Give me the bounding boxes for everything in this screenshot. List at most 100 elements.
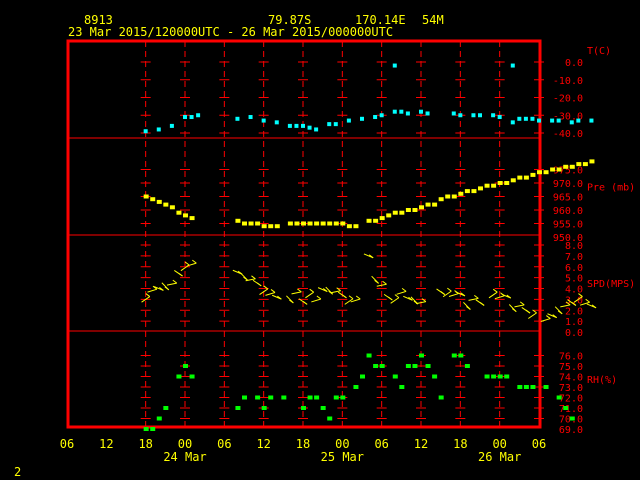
- panel-label: RH(%): [587, 375, 617, 386]
- wind-arrow: [291, 291, 302, 295]
- temperature-point: [399, 109, 404, 114]
- humidity-point: [379, 364, 385, 368]
- temperature-point: [156, 127, 161, 132]
- y-tick-label: 74.0: [559, 373, 583, 384]
- temperature-point: [169, 123, 174, 128]
- pressure-point: [471, 189, 477, 194]
- wind-arrow-head: [316, 295, 322, 300]
- wind-arrow: [305, 291, 314, 299]
- wind-arrow-head: [302, 300, 308, 305]
- temperature-point: [491, 113, 496, 118]
- humidity-point: [451, 353, 457, 358]
- pressure-point: [373, 218, 379, 223]
- humidity-point: [530, 385, 536, 389]
- pressure-point: [438, 197, 444, 202]
- wind-arrow-head: [164, 286, 170, 291]
- humidity-point: [261, 406, 267, 410]
- temperature-point: [327, 122, 332, 127]
- humidity-point: [353, 385, 359, 389]
- wind-arrow: [573, 296, 583, 303]
- y-tick-label: -40.0: [553, 129, 583, 140]
- y-tick-label: 950.0: [553, 233, 583, 244]
- x-tick-label: 18: [296, 437, 310, 451]
- humidity-point: [268, 395, 274, 400]
- humidity-point: [333, 395, 339, 400]
- wind-arrow-head: [474, 294, 479, 299]
- pressure-point: [379, 216, 385, 221]
- humidity-point: [307, 395, 313, 400]
- wind-arrow: [350, 298, 361, 303]
- temperature-point: [510, 63, 515, 68]
- wind-arrow-head: [519, 301, 525, 306]
- pressure-point: [176, 210, 182, 215]
- humidity-point: [412, 364, 418, 368]
- y-tick-label: 75.0: [559, 362, 583, 373]
- wind-arrow: [448, 293, 459, 297]
- humidity-point: [458, 353, 464, 358]
- wind-arrow: [390, 297, 400, 304]
- x-date-label: 26 Mar: [478, 450, 521, 464]
- panel-label: T(C): [587, 46, 611, 57]
- x-tick-label: 12: [256, 437, 270, 451]
- humidity-point: [143, 427, 149, 431]
- wind-arrow-head: [374, 279, 379, 284]
- temperature-point: [287, 123, 292, 128]
- x-tick-label: 12: [99, 437, 113, 451]
- temperature-point: [373, 115, 378, 120]
- wind-arrow-head: [342, 294, 347, 299]
- temperature-point: [419, 109, 423, 114]
- humidity-point: [405, 364, 411, 368]
- y-tick-label: -20.0: [553, 94, 583, 105]
- pressure-point: [530, 172, 536, 177]
- pressure-point: [320, 221, 326, 226]
- wind-arrow: [147, 288, 158, 293]
- humidity-point: [523, 385, 529, 389]
- x-date-label: 25 Mar: [321, 450, 364, 464]
- wind-arrow: [344, 298, 354, 305]
- humidity-point: [497, 374, 503, 379]
- y-tick-label: 975.0: [553, 166, 583, 177]
- wind-arrow: [259, 288, 269, 295]
- x-tick-label: 06: [532, 437, 546, 451]
- y-tick-label: -10.0: [553, 76, 583, 87]
- wind-arrow-head: [328, 290, 334, 295]
- temperature-point: [248, 115, 253, 120]
- humidity-point: [419, 353, 424, 358]
- wind-arrow-head: [388, 296, 393, 301]
- y-tick-label: 76.0: [559, 352, 583, 363]
- wind-arrow: [540, 318, 551, 322]
- pressure-point: [425, 202, 431, 207]
- humidity-point: [189, 374, 195, 379]
- y-tick-label: 7.0: [565, 252, 583, 263]
- wind-arrow-head: [525, 309, 531, 314]
- temperature-point: [569, 120, 574, 125]
- station-latitude: 79.87S: [268, 13, 312, 27]
- pressure-point: [556, 167, 562, 172]
- pressure-point: [333, 221, 339, 226]
- temperature-point: [333, 122, 338, 127]
- temperature-point: [550, 118, 555, 123]
- humidity-point: [150, 427, 156, 431]
- wind-arrow: [579, 301, 590, 306]
- humidity-point: [569, 416, 575, 421]
- wind-arrow-head: [152, 285, 158, 290]
- page-number: 2: [14, 465, 22, 479]
- temperature-point: [451, 111, 456, 116]
- pressure-point: [274, 224, 280, 229]
- humidity-point: [281, 395, 287, 400]
- wind-arrow: [416, 301, 426, 305]
- wind-arrow-head: [506, 294, 512, 299]
- y-tick-label: 955.0: [553, 220, 583, 231]
- pressure-point: [163, 202, 169, 207]
- y-tick-label: 5.0: [565, 274, 583, 285]
- wind-arrow-head: [466, 306, 471, 310]
- pressure-point: [445, 194, 451, 199]
- time-range: 23 Mar 2015/120000UTC - 26 Mar 2015/0000…: [68, 25, 394, 39]
- temperature-point: [425, 111, 430, 116]
- wind-arrow-head: [243, 276, 248, 281]
- wind-arrow-head: [382, 280, 387, 285]
- wind-arrow-head: [297, 288, 302, 293]
- pressure-point: [405, 208, 411, 212]
- wind-arrow-head: [394, 294, 400, 299]
- pressure-point: [386, 213, 392, 218]
